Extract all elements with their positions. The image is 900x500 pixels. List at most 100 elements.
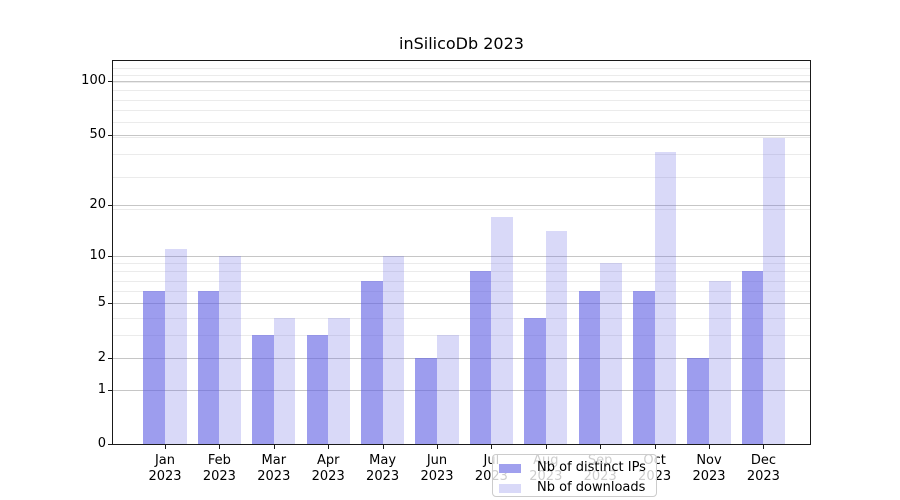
gridline-major — [113, 134, 810, 136]
gridline-minor — [113, 99, 810, 101]
x-axis-tick-label: Mar 2023 — [243, 453, 305, 485]
bar-downloads-oct — [654, 152, 677, 444]
legend-label: Nb of downloads — [537, 480, 646, 495]
x-axis-tick — [382, 445, 384, 449]
legend-item: Nb of downloads — [499, 478, 656, 498]
y-axis-tick-label: 20 — [89, 196, 106, 212]
bar-distinct-ips-jul — [469, 271, 492, 444]
bar-distinct-ips-oct — [632, 291, 655, 444]
gridline-minor — [113, 280, 810, 282]
x-axis-year: 2023 — [148, 469, 182, 484]
x-axis-tick — [654, 445, 656, 449]
bar-distinct-ips-sep — [578, 291, 601, 444]
legend-item: Nb of distinct IPs — [499, 458, 656, 478]
x-axis-month: Jun — [426, 453, 448, 468]
x-axis-tick — [219, 445, 221, 449]
gridline-major — [113, 303, 810, 305]
bar-distinct-ips-dec — [741, 271, 764, 444]
y-axis-tick-label: 100 — [81, 73, 106, 89]
gridline-minor — [113, 263, 810, 264]
bar-distinct-ips-nov — [687, 357, 709, 444]
x-axis-tick-label: Jun 2023 — [406, 453, 468, 485]
gridline-minor — [113, 82, 810, 83]
x-axis-year: 2023 — [257, 469, 291, 484]
bar-downloads-feb — [219, 255, 242, 444]
bar-distinct-ips-jun — [415, 357, 437, 444]
x-axis-tick — [165, 445, 166, 449]
x-axis-year: 2023 — [692, 469, 726, 484]
gridline-major — [113, 204, 810, 206]
gridline-minor — [113, 67, 810, 69]
x-axis-month: Feb — [207, 453, 231, 468]
y-axis-tick — [108, 303, 112, 305]
x-axis-year: 2023 — [202, 469, 236, 484]
legend-swatch-distinct-ips — [499, 463, 521, 473]
x-axis-year: 2023 — [311, 469, 345, 484]
bar-downloads-dec — [763, 138, 786, 444]
y-axis-tick — [108, 81, 112, 83]
x-axis-tick — [763, 445, 765, 449]
x-axis-tick-label: May 2023 — [352, 453, 414, 485]
plot-area: Nb of distinct IPs Nb of downloads — [112, 60, 811, 497]
x-axis-year: 2023 — [366, 469, 400, 484]
gridline-minor — [113, 208, 810, 210]
y-axis-tick — [108, 204, 112, 206]
bar-downloads-may — [382, 255, 405, 444]
x-axis-year: 2023 — [746, 469, 780, 484]
gridline-minor — [113, 136, 810, 138]
gridline-minor — [113, 90, 810, 92]
gridline-minor — [113, 110, 810, 111]
x-axis-tick — [491, 445, 493, 449]
bar-downloads-mar — [273, 317, 296, 444]
legend-label: Nb of distinct IPs — [537, 460, 646, 475]
bar-distinct-ips-aug — [524, 317, 546, 444]
bar-downloads-aug — [545, 231, 568, 444]
gridline-major — [113, 357, 810, 359]
bar-downloads-jun — [437, 335, 459, 444]
x-axis-month: Apr — [316, 453, 340, 468]
x-axis-tick — [709, 445, 710, 449]
x-axis-tick — [328, 445, 330, 449]
bar-distinct-ips-mar — [252, 335, 274, 444]
bar-downloads-jul — [491, 216, 514, 444]
x-axis-month: Jan — [154, 453, 176, 468]
y-axis-tick-label: 5 — [97, 295, 106, 311]
bar-downloads-jan — [165, 248, 187, 444]
gridline-major — [113, 255, 810, 257]
legend-swatch-downloads — [499, 483, 521, 493]
x-axis-tick-label: Nov 2023 — [678, 453, 740, 485]
bar-distinct-ips-jan — [143, 291, 165, 444]
x-axis-tick-label: Dec 2023 — [732, 453, 794, 485]
y-axis-tick — [108, 444, 112, 445]
y-axis-tick — [108, 389, 112, 391]
gridline-major — [113, 389, 810, 391]
x-axis-month: Nov — [696, 453, 722, 468]
y-axis-tick-label: 0 — [97, 436, 106, 451]
legend: Nb of distinct IPs Nb of downloads — [492, 454, 657, 497]
x-axis-year: 2023 — [420, 469, 454, 484]
y-axis-tick — [108, 255, 112, 257]
bar-distinct-ips-may — [360, 280, 383, 444]
x-axis-month: May — [369, 453, 397, 468]
x-axis-tick — [273, 445, 275, 449]
y-axis-tick — [108, 357, 112, 359]
x-axis-month: Dec — [750, 453, 776, 468]
gridline-minor — [113, 317, 810, 319]
y-axis-tick-label: 1 — [97, 381, 106, 397]
gridline-major — [113, 81, 810, 83]
bar-downloads-nov — [709, 280, 731, 444]
bar-distinct-ips-apr — [306, 335, 329, 444]
gridline-minor — [113, 176, 810, 178]
gridline-minor — [113, 122, 810, 124]
gridline-minor — [113, 271, 810, 273]
x-axis-tick — [600, 445, 602, 449]
y-axis-tick-label: 50 — [89, 126, 106, 142]
gridline-minor — [113, 335, 810, 336]
y-axis-tick — [108, 134, 112, 136]
x-axis-month: Mar — [261, 453, 287, 468]
x-axis-tick-label: Jan 2023 — [134, 453, 196, 485]
x-axis-tick-label: Apr 2023 — [297, 453, 359, 485]
x-axis-tick — [545, 445, 547, 449]
gridline-minor — [113, 291, 810, 292]
